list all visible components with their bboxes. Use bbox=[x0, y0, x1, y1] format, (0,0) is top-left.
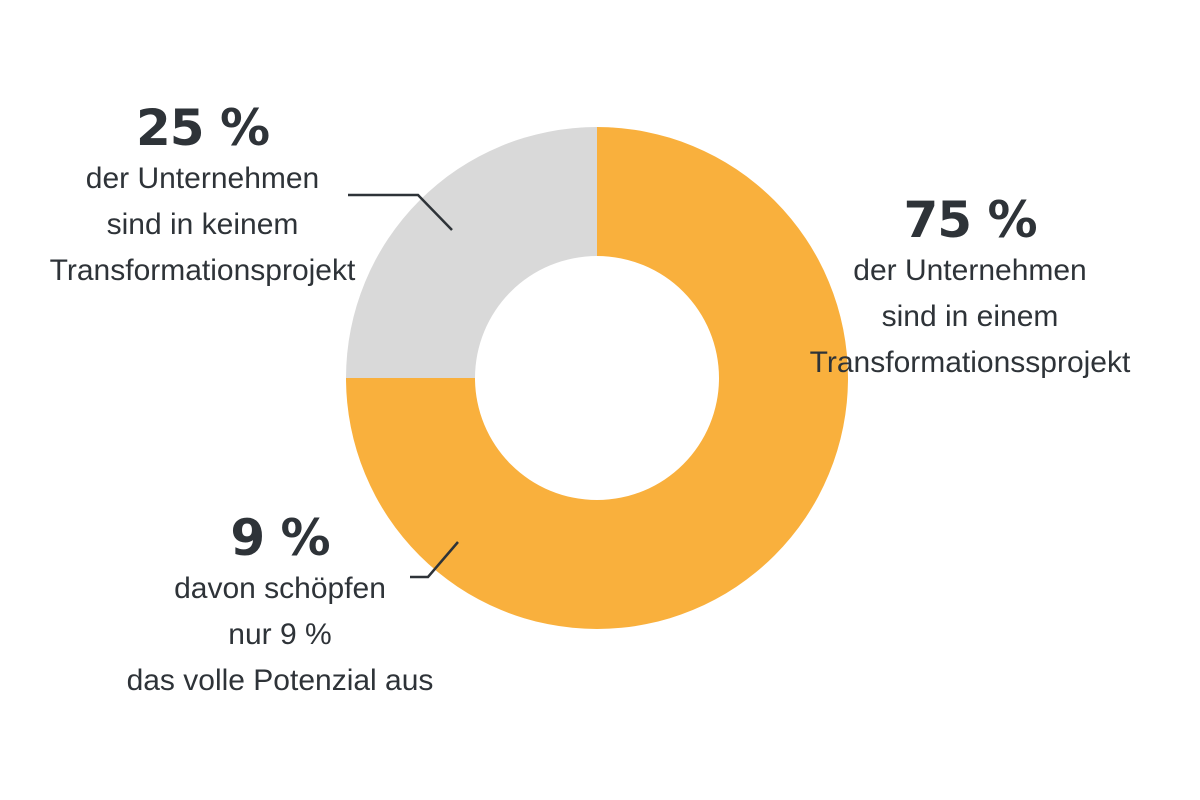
annotation-line: der Unternehmen bbox=[85, 162, 320, 195]
annotation-line: sind in einem bbox=[881, 300, 1059, 333]
annotation-line: nur 9 % bbox=[228, 618, 332, 651]
percent-label-9: 9 % bbox=[230, 509, 330, 567]
annotation-line: Transformationssprojekt bbox=[809, 346, 1131, 379]
leader-line-grey bbox=[348, 193, 453, 231]
annotation-line: das volle Potenzial aus bbox=[126, 664, 434, 697]
annotation-line: Transformationsprojekt bbox=[49, 254, 356, 287]
annotation-line: der Unternehmen bbox=[853, 254, 1087, 287]
donut-slice-25 bbox=[346, 127, 597, 378]
donut-slice-75 bbox=[346, 127, 848, 629]
percent-label-75: 75 % bbox=[903, 191, 1037, 249]
annotation-not-transforming: 25 % der Unternehmen sind in keinem Tran… bbox=[20, 100, 385, 294]
annotation-full-potential: 9 % davon schöpfen nur 9 % das volle Pot… bbox=[100, 510, 460, 704]
leader-lines bbox=[348, 193, 459, 579]
annotation-line: sind in keinem bbox=[106, 208, 299, 241]
percent-label-25: 25 % bbox=[135, 99, 270, 157]
leader-line-sub bbox=[410, 541, 459, 579]
annotation-line: davon schöpfen bbox=[174, 572, 386, 605]
donut-slices bbox=[346, 127, 848, 629]
annotation-transforming: 75 % der Unternehmen sind in einem Trans… bbox=[760, 192, 1180, 386]
